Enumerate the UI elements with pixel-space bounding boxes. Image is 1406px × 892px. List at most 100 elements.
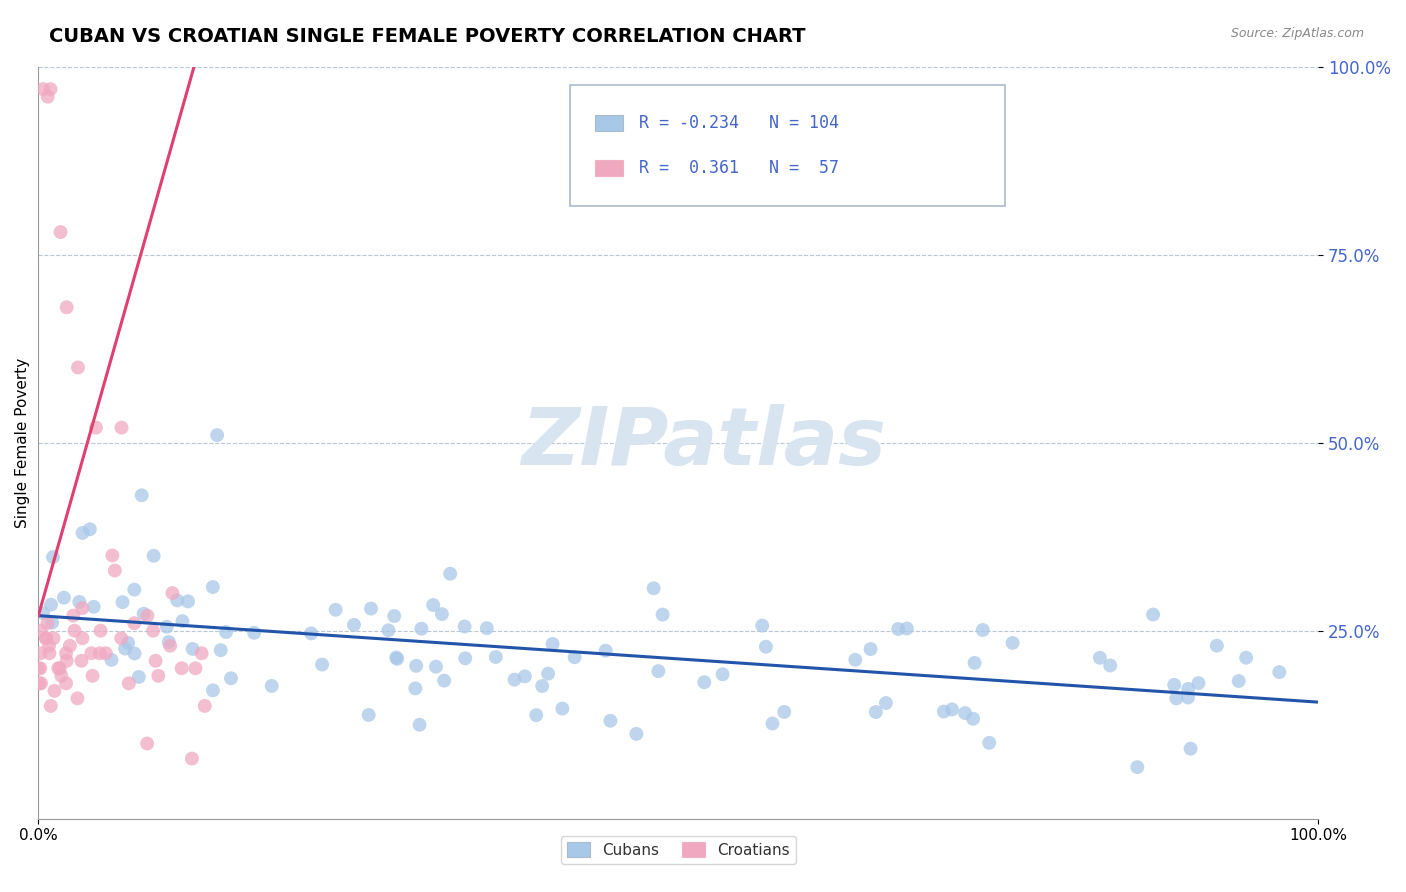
Point bbox=[844, 653, 866, 667]
Point bbox=[201, 580, 224, 594]
Point bbox=[79, 522, 101, 536]
Point bbox=[711, 667, 734, 681]
Point bbox=[84, 420, 107, 434]
Point bbox=[1163, 678, 1185, 692]
Point bbox=[52, 591, 75, 605]
Point bbox=[128, 670, 150, 684]
Point bbox=[859, 642, 882, 657]
Point bbox=[104, 564, 127, 578]
Point bbox=[1187, 676, 1209, 690]
Point bbox=[55, 300, 77, 314]
Point bbox=[110, 420, 132, 434]
Point bbox=[114, 641, 136, 656]
Point bbox=[564, 650, 586, 665]
Point bbox=[63, 624, 86, 638]
Point bbox=[122, 616, 145, 631]
Point bbox=[325, 603, 347, 617]
Point bbox=[66, 360, 89, 375]
Point bbox=[30, 646, 52, 660]
Point bbox=[131, 488, 153, 502]
Point bbox=[343, 617, 366, 632]
Point bbox=[425, 659, 447, 673]
Point bbox=[411, 622, 433, 636]
Point bbox=[382, 609, 405, 624]
Point bbox=[42, 631, 65, 645]
Point bbox=[42, 550, 65, 565]
Point bbox=[41, 615, 63, 630]
Point bbox=[1177, 681, 1199, 696]
Point bbox=[551, 701, 574, 715]
Point bbox=[962, 712, 984, 726]
Point bbox=[70, 601, 93, 615]
Point bbox=[693, 675, 716, 690]
Point bbox=[643, 581, 665, 595]
Point bbox=[181, 751, 204, 765]
Point bbox=[39, 82, 62, 96]
Point bbox=[647, 664, 669, 678]
Point bbox=[170, 661, 193, 675]
Point bbox=[963, 656, 986, 670]
Point bbox=[751, 618, 773, 632]
Point bbox=[1180, 741, 1202, 756]
Point bbox=[408, 718, 430, 732]
Point bbox=[184, 661, 207, 675]
Point bbox=[513, 669, 536, 683]
Point bbox=[404, 681, 426, 696]
Point bbox=[37, 616, 59, 631]
Point bbox=[896, 622, 918, 636]
Point bbox=[55, 676, 77, 690]
Point bbox=[30, 624, 52, 638]
Point bbox=[1234, 650, 1257, 665]
Point bbox=[626, 727, 648, 741]
Point bbox=[201, 683, 224, 698]
Point bbox=[83, 599, 105, 614]
Point bbox=[55, 646, 77, 660]
Point bbox=[531, 679, 554, 693]
Point bbox=[260, 679, 283, 693]
Point bbox=[377, 624, 399, 638]
Point bbox=[101, 549, 124, 563]
FancyBboxPatch shape bbox=[569, 86, 1005, 206]
Point bbox=[90, 624, 112, 638]
Point bbox=[30, 676, 52, 690]
Text: CUBAN VS CROATIAN SINGLE FEMALE POVERTY CORRELATION CHART: CUBAN VS CROATIAN SINGLE FEMALE POVERTY … bbox=[49, 27, 806, 45]
Point bbox=[433, 673, 456, 688]
Point bbox=[932, 705, 955, 719]
Point bbox=[243, 625, 266, 640]
Point bbox=[1166, 691, 1188, 706]
Point bbox=[599, 714, 621, 728]
Point bbox=[94, 646, 117, 660]
Point bbox=[46, 661, 69, 675]
Point bbox=[62, 608, 84, 623]
Point bbox=[124, 582, 146, 597]
Point bbox=[1205, 639, 1227, 653]
Point bbox=[979, 736, 1001, 750]
Point bbox=[166, 593, 188, 607]
Point bbox=[439, 566, 461, 581]
Point bbox=[453, 619, 475, 633]
Point bbox=[875, 696, 897, 710]
Point bbox=[89, 646, 111, 660]
Point bbox=[44, 684, 66, 698]
Point bbox=[66, 691, 89, 706]
Point bbox=[1268, 665, 1291, 679]
Point bbox=[181, 641, 204, 656]
Point bbox=[311, 657, 333, 672]
Point bbox=[430, 607, 453, 621]
Point bbox=[111, 595, 134, 609]
Point bbox=[39, 598, 62, 612]
Point bbox=[49, 225, 72, 239]
Point bbox=[385, 652, 408, 666]
FancyBboxPatch shape bbox=[595, 160, 623, 177]
Point bbox=[82, 669, 104, 683]
Point bbox=[541, 637, 564, 651]
Point bbox=[38, 646, 60, 660]
Point bbox=[162, 586, 184, 600]
Point bbox=[136, 608, 159, 623]
Point bbox=[1099, 658, 1122, 673]
Point bbox=[35, 631, 58, 645]
Point bbox=[1126, 760, 1149, 774]
Text: R =  0.361   N =  57: R = 0.361 N = 57 bbox=[638, 159, 838, 178]
Point bbox=[124, 647, 146, 661]
Point bbox=[219, 671, 242, 685]
